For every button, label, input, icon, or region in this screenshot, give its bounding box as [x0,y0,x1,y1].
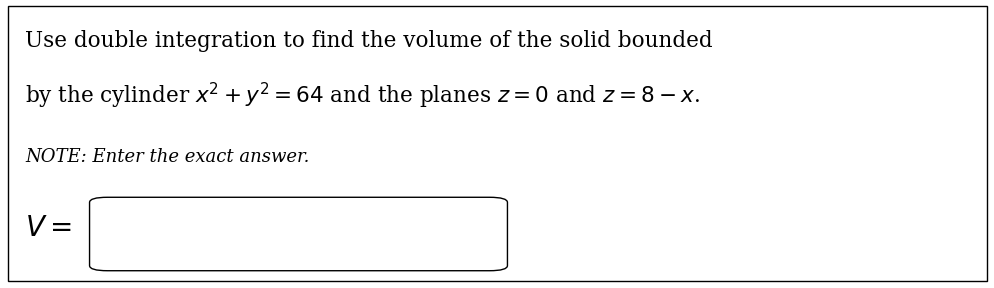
Text: Use double integration to find the volume of the solid bounded: Use double integration to find the volum… [25,30,712,52]
Text: NOTE: Enter the exact answer.: NOTE: Enter the exact answer. [25,148,309,166]
Text: $V =$: $V =$ [25,215,72,242]
Text: by the cylinder $x^2 + y^2 = 64$ and the planes $z = 0$ and $z = 8 - x$.: by the cylinder $x^2 + y^2 = 64$ and the… [25,81,699,111]
